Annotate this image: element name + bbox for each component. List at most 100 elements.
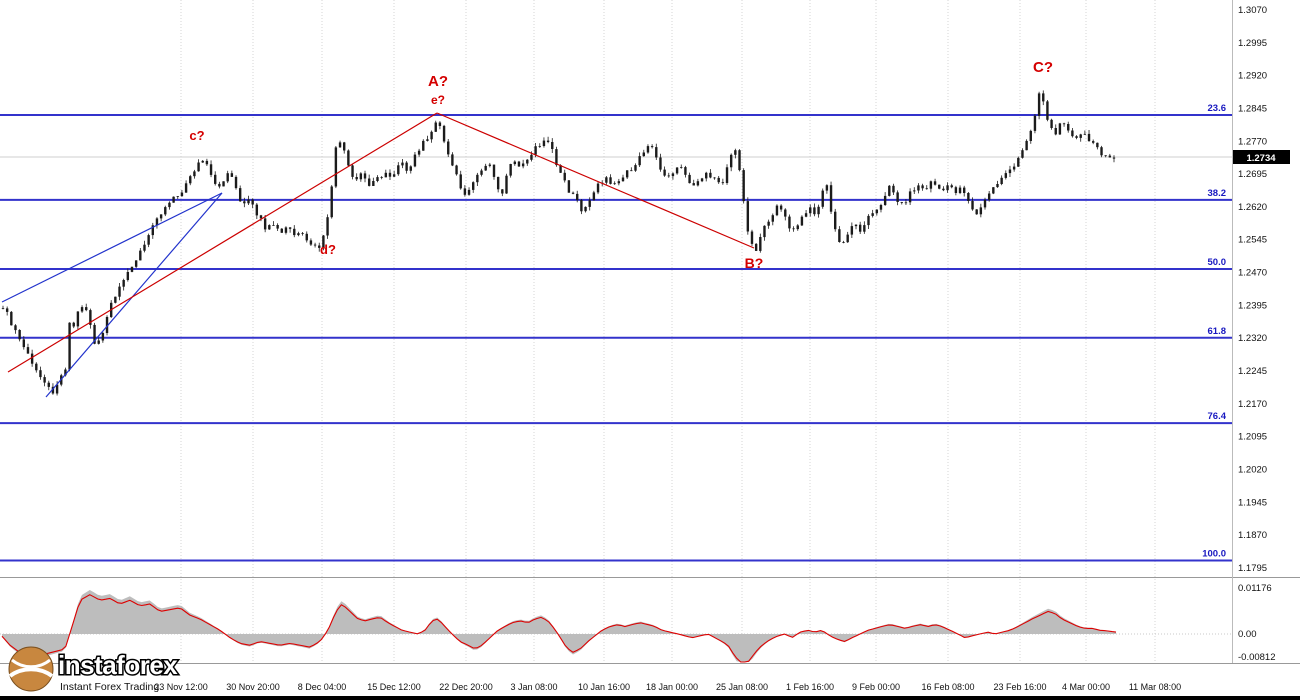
candle-body [238,188,242,202]
candle-body [946,185,949,191]
candle-body [22,339,26,348]
candle-body [542,140,546,146]
candle-body [501,189,504,194]
y-axis-label: 1.2620 [1238,202,1267,213]
candle-body [900,202,903,203]
candle-body [688,174,691,184]
candle-body [659,157,662,170]
candle-body [804,213,808,217]
candle-body [476,174,479,183]
current-price-tag: 1.2734 [1233,150,1290,164]
candle-body [692,183,695,186]
candle-body [268,225,271,230]
candle-body [455,165,458,175]
candle-body [933,181,937,185]
candle-body [526,159,529,164]
candle-body [55,384,59,394]
candle-body [1087,133,1091,142]
candle-body [496,176,500,190]
candle-body [992,187,995,194]
candle-body [338,142,342,148]
candle-body [326,217,329,236]
y-axis-label: 1.2770 [1238,136,1267,147]
candle-body [792,228,795,230]
y-axis-label: 1.1870 [1238,530,1267,541]
candle-body [576,193,579,201]
candle-body [1046,101,1049,120]
indicator-axis-label: -0.00812 [1238,652,1276,663]
candle-body [276,225,279,229]
logo-swoosh-icon [8,667,54,678]
candle-body [592,192,596,201]
fib-label: 50.0 [1208,257,1227,268]
candle-body [1054,128,1057,135]
logo-tagline: Instant Forex Trading [60,681,159,693]
candle-body [284,227,288,233]
candle-body [272,225,275,226]
x-axis-label: 22 Dec 20:00 [439,682,493,692]
y-axis-label: 1.2920 [1238,71,1267,82]
current-price-value: 1.2734 [1246,153,1276,164]
candle-body [858,224,862,232]
candle-body [347,150,350,166]
candle-body [854,224,858,227]
candle-body [1062,123,1066,125]
candle-body [879,205,883,210]
fib-label: 61.8 [1208,326,1227,337]
candle-body [809,207,812,214]
candle-body [1021,150,1024,158]
candle-body [472,182,475,190]
candle-body [883,195,887,205]
y-axis-label: 1.2245 [1238,366,1267,377]
candle-body [713,177,716,179]
candle-body [963,187,966,193]
x-axis-label: 25 Jan 08:00 [716,682,768,692]
wave-label: B? [745,255,764,271]
candle-body [26,347,30,354]
candle-body [788,216,791,229]
candle-body [10,311,13,326]
fib-label: 76.4 [1208,411,1227,422]
x-axis-label: 4 Mar 00:00 [1062,682,1110,692]
candle-body [517,161,521,167]
candle-body [430,131,433,140]
bottom-border-bar [0,696,1300,700]
candle-body [176,196,179,197]
logo: instaforex Instant Forex Trading [8,646,180,693]
candle-body [130,266,134,272]
candle-body [155,218,159,226]
candle-body [625,170,629,178]
x-axis-label: 3 Jan 08:00 [510,682,557,692]
candle-body [684,167,687,175]
candle-body [355,177,358,180]
candle-body [51,386,55,394]
candle-body [297,233,300,236]
candle-body [230,173,234,177]
wave-label: c? [189,128,204,143]
logo-text: instaforex [58,650,178,680]
candle-body [738,150,741,171]
candle-body [784,209,787,217]
candle-body [1008,169,1012,174]
candle-body [800,216,804,226]
indicator-histogram-area [2,590,1116,662]
candle-body [172,196,175,203]
y-axis-label: 1.1945 [1238,497,1267,508]
candle-body [813,207,816,215]
candle-body [255,204,259,216]
candle-body [143,244,146,251]
y-axis-label: 1.2320 [1238,333,1267,344]
candle-body [313,244,317,246]
candle-body [388,172,392,177]
candle-body [1071,130,1074,137]
candle-body [101,333,105,341]
candle-body [871,213,874,216]
current-price-tag-bg [1233,150,1290,164]
candle-body [222,181,225,187]
candle-body [696,181,700,186]
candle-body [14,325,17,331]
candle-body [763,225,766,238]
candle-body [817,206,820,215]
candle-body [675,167,679,174]
